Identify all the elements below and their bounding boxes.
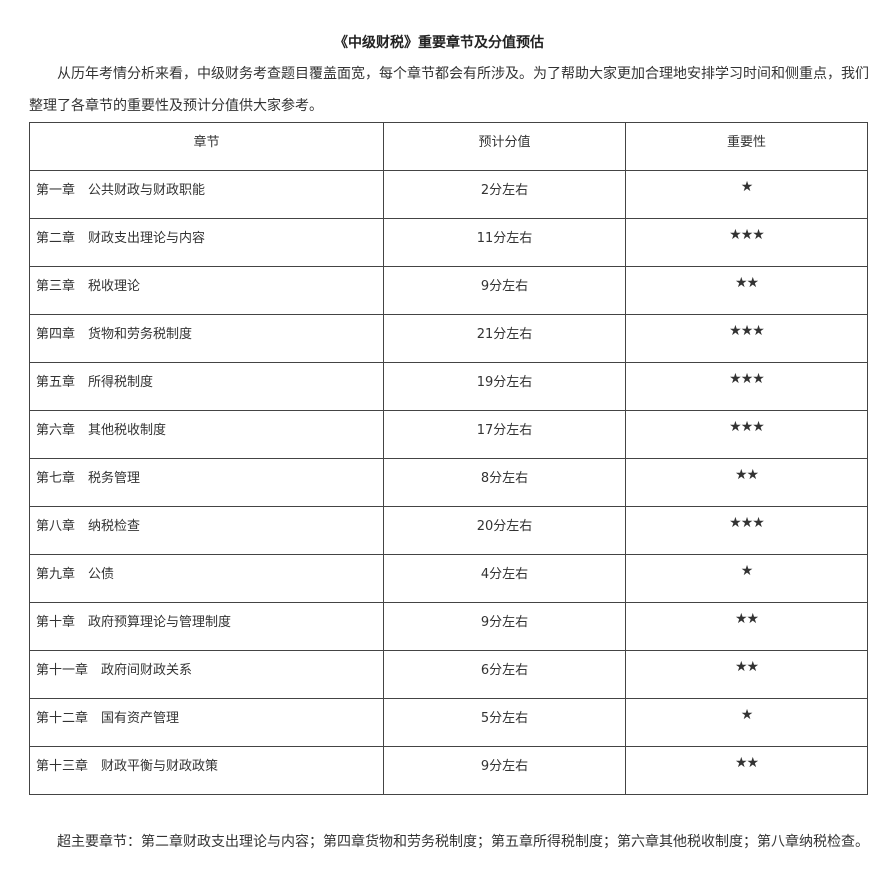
chapter-table: 章节 预计分值 重要性 第一章 公共财政与财政职能 2分左右 ★ 第二章 财政支出… — [29, 122, 868, 795]
chapter-cell: 第三章 税收理论 — [29, 266, 384, 315]
importance-stars-icon: ★★★ — [625, 506, 868, 555]
chapter-cell: 第十三章 财政平衡与财政政策 — [29, 746, 384, 795]
table-row: 第五章 所得税制度 19分左右 ★★★ — [29, 362, 868, 411]
importance-stars-icon: ★★★ — [625, 218, 868, 267]
importance-stars-icon: ★ — [625, 170, 868, 219]
chapter-cell: 第四章 货物和劳务税制度 — [29, 314, 384, 363]
score-cell: 9分左右 — [383, 746, 626, 795]
score-cell: 21分左右 — [383, 314, 626, 363]
table-row: 第九章 公债 4分左右 ★ — [29, 554, 868, 603]
header-chapter: 章节 — [29, 122, 384, 171]
table-row: 第三章 税收理论 9分左右 ★★ — [29, 266, 868, 315]
table-row: 第十二章 国有资产管理 5分左右 ★ — [29, 698, 868, 747]
chapter-cell: 第一章 公共财政与财政职能 — [29, 170, 384, 219]
chapter-cell: 第九章 公债 — [29, 554, 384, 603]
chapter-cell: 第五章 所得税制度 — [29, 362, 384, 411]
score-cell: 4分左右 — [383, 554, 626, 603]
importance-stars-icon: ★★★ — [625, 410, 868, 459]
chapter-cell: 第十一章 政府间财政关系 — [29, 650, 384, 699]
chapter-cell: 第六章 其他税收制度 — [29, 410, 384, 459]
chapter-cell: 第八章 纳税检查 — [29, 506, 384, 555]
table-row: 第十一章 政府间财政关系 6分左右 ★★ — [29, 650, 868, 699]
page-title: 《中级财税》重要章节及分值预估 — [334, 35, 544, 51]
importance-stars-icon: ★★ — [625, 266, 868, 315]
table-row: 第八章 纳税检查 20分左右 ★★★ — [29, 506, 868, 555]
header-score: 预计分值 — [383, 122, 626, 171]
table-row: 第七章 税务管理 8分左右 ★★ — [29, 458, 868, 507]
score-cell: 20分左右 — [383, 506, 626, 555]
importance-stars-icon: ★★★ — [625, 314, 868, 363]
importance-stars-icon: ★ — [625, 698, 868, 747]
importance-stars-icon: ★★ — [625, 746, 868, 795]
chapter-cell: 第十章 政府预算理论与管理制度 — [29, 602, 384, 651]
score-cell: 5分左右 — [383, 698, 626, 747]
summary-paragraph: 超主要章节：第二章财政支出理论与内容；第四章货物和劳务税制度；第五章所得税制度；… — [57, 834, 869, 850]
importance-stars-icon: ★★ — [625, 458, 868, 507]
table-row: 第四章 货物和劳务税制度 21分左右 ★★★ — [29, 314, 868, 363]
chapter-cell: 第二章 财政支出理论与内容 — [29, 218, 384, 267]
chapter-cell: 第十二章 国有资产管理 — [29, 698, 384, 747]
score-cell: 8分左右 — [383, 458, 626, 507]
table-row: 第十三章 财政平衡与财政政策 9分左右 ★★ — [29, 746, 868, 795]
importance-stars-icon: ★★ — [625, 602, 868, 651]
chapter-cell: 第七章 税务管理 — [29, 458, 384, 507]
intro-paragraph: 从历年考情分析来看，中级财务考查题目覆盖面宽，每个章节都会有所涉及。为了帮助大家… — [29, 66, 869, 114]
table-row: 第二章 财政支出理论与内容 11分左右 ★★★ — [29, 218, 868, 267]
score-cell: 9分左右 — [383, 602, 626, 651]
score-cell: 11分左右 — [383, 218, 626, 267]
table-row: 第一章 公共财政与财政职能 2分左右 ★ — [29, 170, 868, 219]
score-cell: 6分左右 — [383, 650, 626, 699]
score-cell: 19分左右 — [383, 362, 626, 411]
score-cell: 9分左右 — [383, 266, 626, 315]
importance-stars-icon: ★★★ — [625, 362, 868, 411]
importance-stars-icon: ★★ — [625, 650, 868, 699]
score-cell: 2分左右 — [383, 170, 626, 219]
importance-stars-icon: ★ — [625, 554, 868, 603]
table-header-row: 章节 预计分值 重要性 — [29, 122, 868, 171]
score-cell: 17分左右 — [383, 410, 626, 459]
table-row: 第六章 其他税收制度 17分左右 ★★★ — [29, 410, 868, 459]
table-row: 第十章 政府预算理论与管理制度 9分左右 ★★ — [29, 602, 868, 651]
header-importance: 重要性 — [625, 122, 868, 171]
